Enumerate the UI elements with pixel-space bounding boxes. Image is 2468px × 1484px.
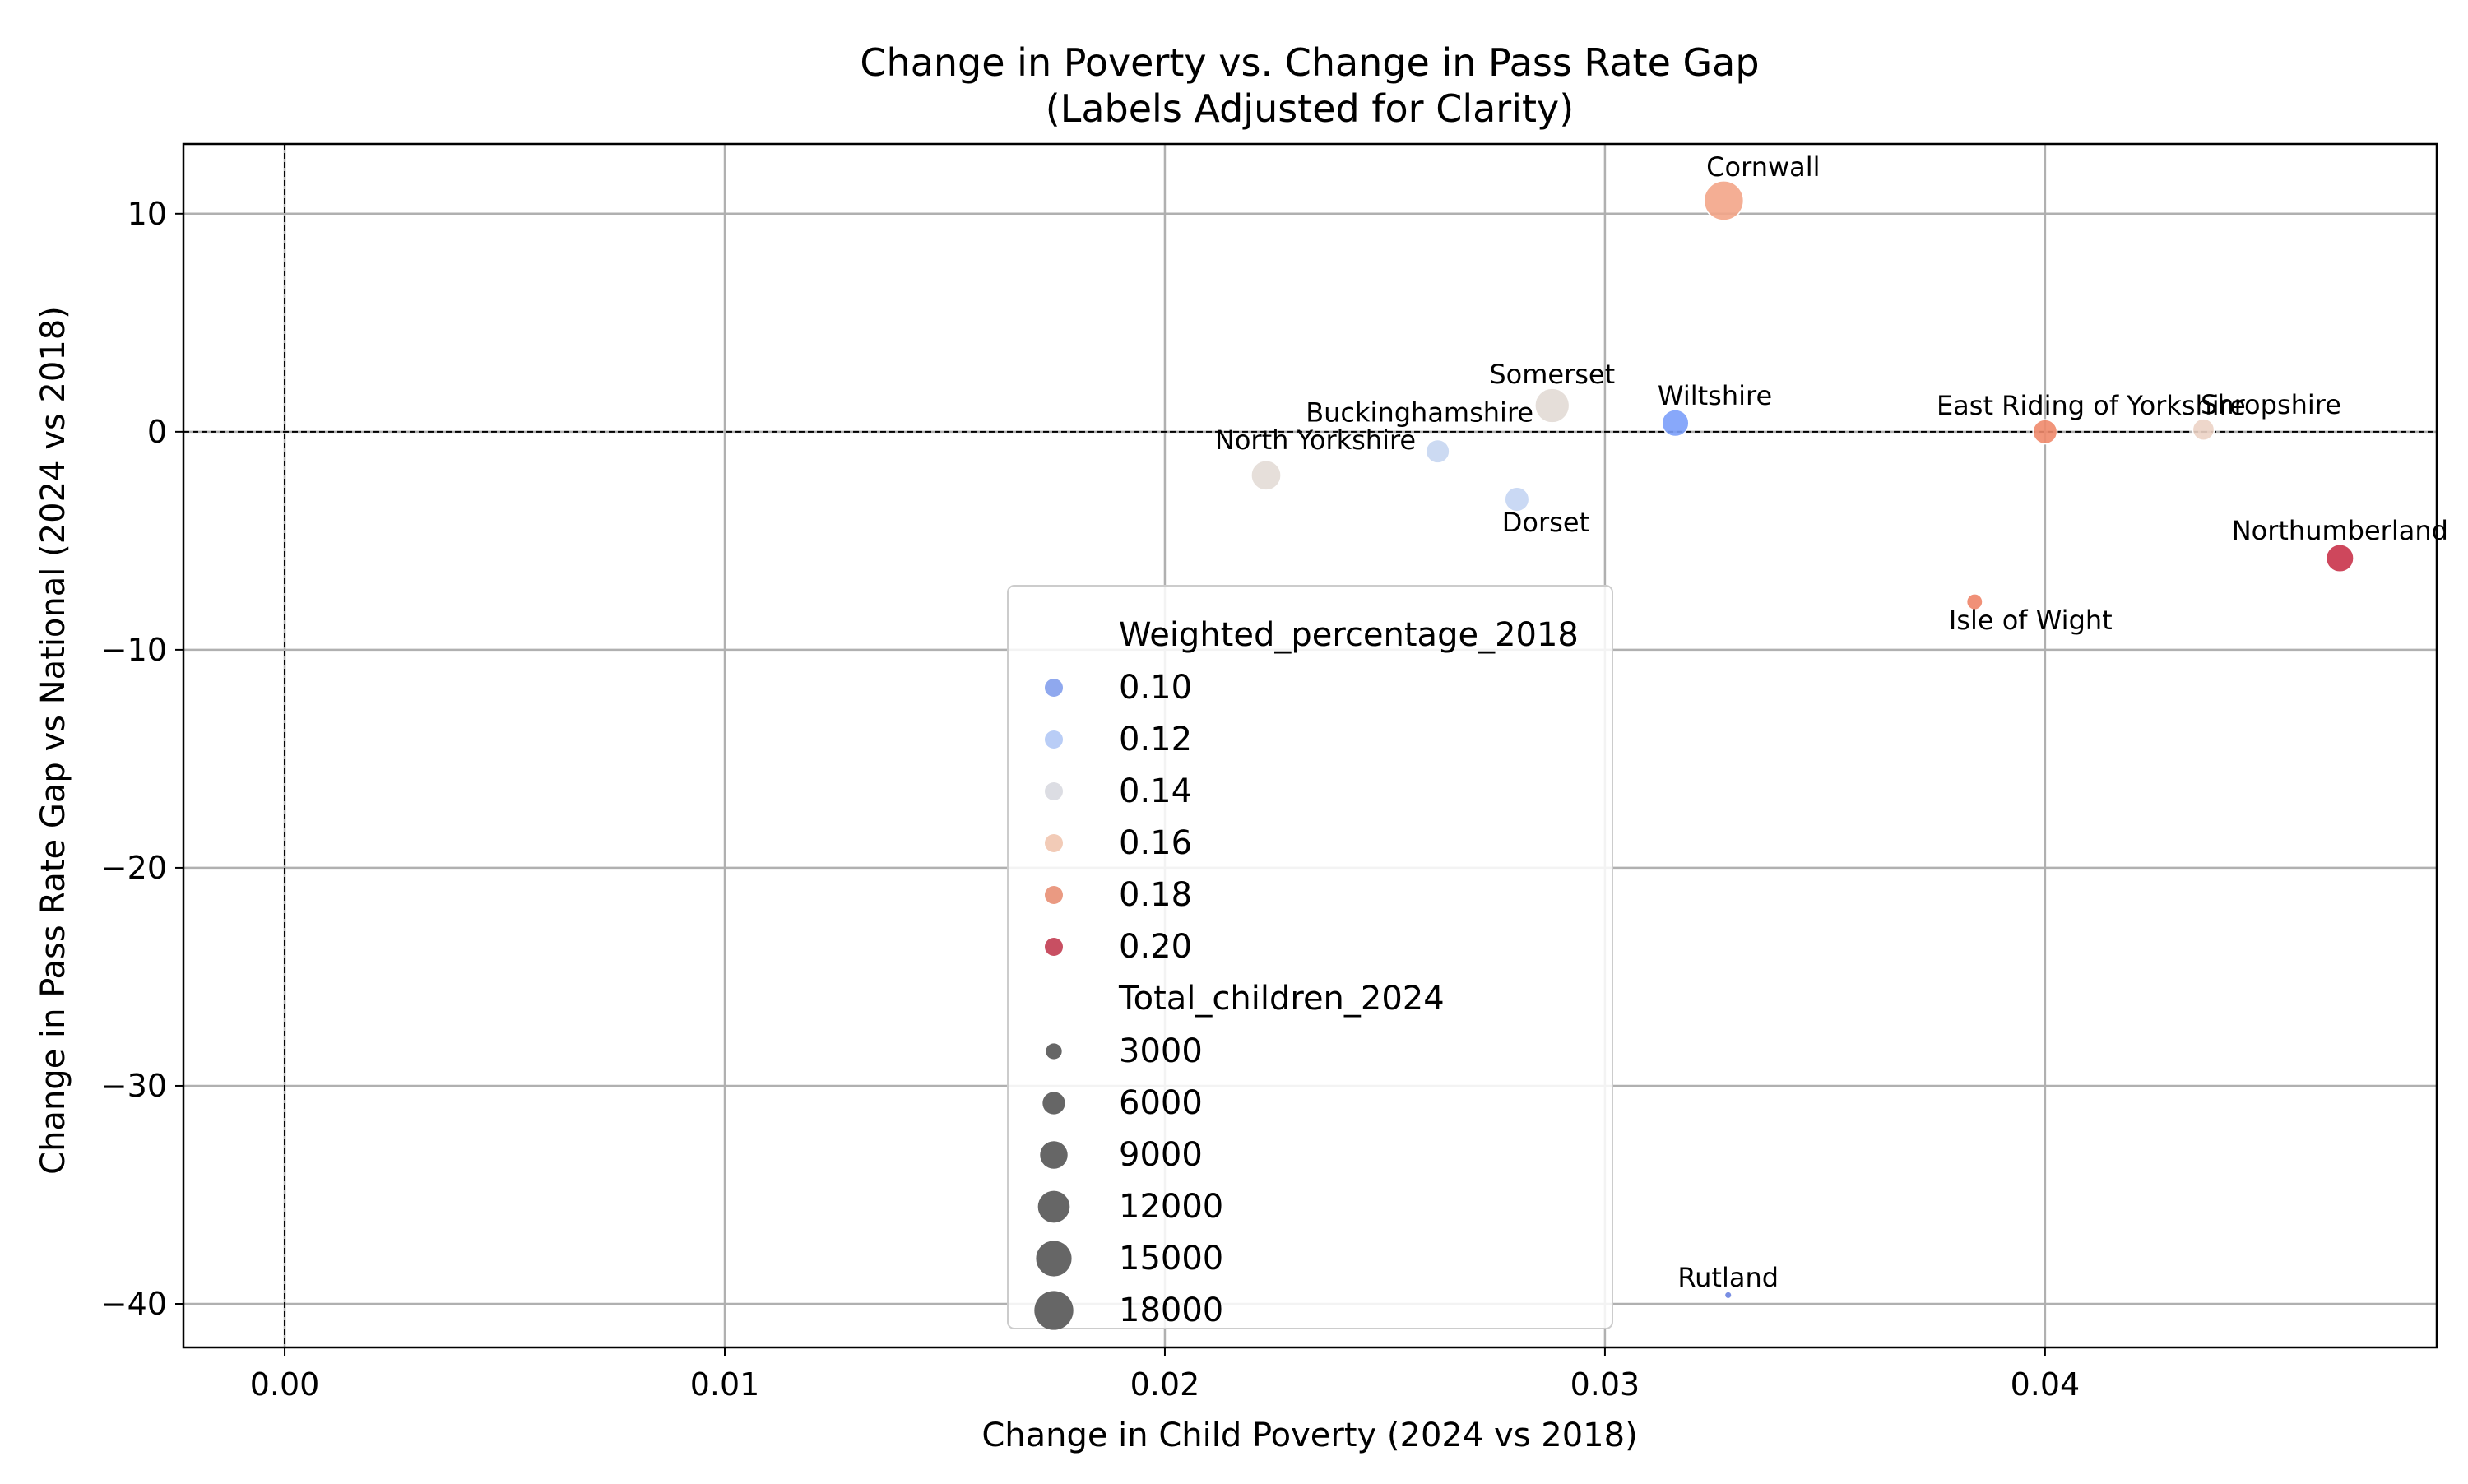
data-point (1965, 593, 1983, 610)
legend-size-marker (1037, 1190, 1070, 1223)
point-label: Northumberland (2232, 515, 2448, 546)
x-axis-label: Change in Child Poverty (2024 vs 2018) (981, 1417, 1637, 1454)
data-point (1504, 486, 1530, 512)
legend-size-label: 6000 (1119, 1084, 1203, 1122)
legend-size-marker (1034, 1291, 1074, 1330)
legend-color-marker (1045, 886, 1063, 904)
legend-size-label: 18000 (1119, 1292, 1223, 1329)
data-point (1661, 409, 1690, 438)
data-points (1250, 180, 2354, 1300)
legend-box (1007, 585, 1613, 1329)
point-label: Dorset (1502, 507, 1589, 538)
data-point (1250, 460, 1282, 491)
legend-size-label: 9000 (1119, 1136, 1203, 1174)
x-tick-label: 0.01 (690, 1366, 760, 1403)
legend-color-label: 0.14 (1119, 772, 1192, 810)
y-tick-label: 10 (128, 196, 167, 232)
data-point (1723, 1291, 1733, 1300)
plot-frame (182, 142, 2438, 1349)
point-label: Somerset (1489, 359, 1615, 390)
x-tick-label: 0.00 (250, 1366, 320, 1403)
legend-color-marker (1045, 730, 1063, 749)
y-axis-label: Change in Pass Rate Gap vs National (202… (35, 306, 72, 1175)
legend-color-title: Weighted_percentage_2018 (1119, 616, 1579, 654)
legend-color-label: 0.20 (1119, 928, 1192, 966)
point-label: Isle of Wight (1949, 605, 2113, 636)
y-tick-label: 0 (147, 414, 167, 450)
legend-color-label: 0.16 (1119, 824, 1192, 862)
reference-lines (183, 144, 2437, 1347)
x-tick-label: 0.04 (2011, 1366, 2081, 1403)
legend-color-marker (1045, 679, 1063, 697)
point-label: Wiltshire (1658, 380, 1772, 411)
legend-size-label: 15000 (1119, 1240, 1223, 1278)
legend-color-marker (1045, 834, 1063, 852)
legend-color-label: 0.10 (1119, 669, 1192, 707)
legend-color-label: 0.12 (1119, 721, 1192, 758)
point-label: Rutland (1677, 1262, 1779, 1293)
legend-color-marker (1045, 938, 1063, 956)
data-point (2325, 544, 2354, 573)
y-tick-label: −20 (101, 850, 167, 886)
y-tick-label: −10 (101, 632, 167, 668)
chart-title: Change in Poverty vs. Change in Pass Rat… (860, 40, 1759, 85)
legend-size-label: 3000 (1119, 1032, 1203, 1070)
data-point (1703, 180, 1745, 221)
legend-size-marker (1042, 1092, 1065, 1115)
y-axis-ticks: 10 0 −10 −20 −30 −40 (101, 196, 183, 1322)
legend-size-marker (1046, 1043, 1062, 1060)
y-tick-label: −30 (101, 1068, 167, 1104)
data-point (1534, 387, 1570, 424)
data-point (2032, 419, 2058, 445)
legend-color-marker (1045, 782, 1063, 800)
point-label: East Riding of Yorkshire (1937, 390, 2246, 421)
legend: Weighted_percentage_2018 0.10 0.12 0.14 0.16… (1007, 585, 1613, 1330)
chart-subtitle: (Labels Adjusted for Clarity) (1046, 86, 1574, 131)
legend-size-marker (1036, 1241, 1072, 1277)
point-label: Cornwall (1706, 151, 1820, 183)
legend-color-label: 0.18 (1119, 876, 1192, 914)
y-tick-label: −40 (101, 1286, 167, 1322)
data-point (2192, 418, 2215, 442)
legend-size-marker (1040, 1141, 1068, 1169)
legend-size-title: Total_children_2024 (1118, 980, 1445, 1018)
point-label: Shropshire (2201, 389, 2341, 420)
point-label: North Yorkshire (1215, 424, 1416, 456)
x-tick-label: 0.03 (1570, 1366, 1640, 1403)
data-point (1425, 438, 1450, 464)
point-labels: Cornwall Somerset Wiltshire Buckinghamshire… (1215, 151, 2448, 1293)
x-tick-label: 0.02 (1130, 1366, 1200, 1403)
x-axis-ticks: 0.00 0.01 0.02 0.03 0.04 (250, 1347, 2080, 1403)
legend-size-label: 12000 (1119, 1188, 1223, 1226)
point-label: Buckinghamshire (1306, 397, 1533, 428)
